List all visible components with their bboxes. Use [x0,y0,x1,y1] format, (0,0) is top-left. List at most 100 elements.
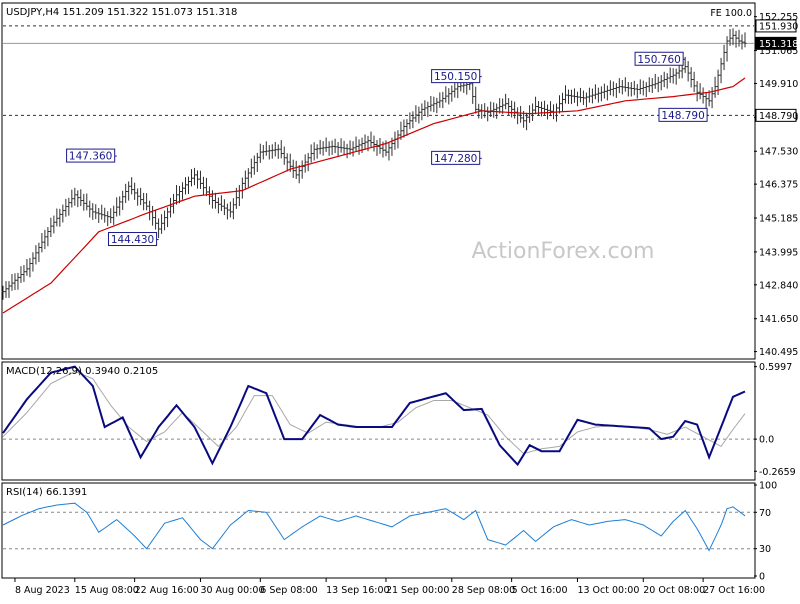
price-bar [82,193,86,211]
price-bar [665,73,669,89]
price-bar [692,71,696,93]
macd-layer [2,365,754,467]
x-axis-label: 28 Sep 08:00 [452,585,515,596]
price-bar [276,144,280,159]
rsi-axis-label: 70 [759,508,771,519]
price-bar [647,77,651,93]
price-bar [587,87,591,103]
price-bar [704,92,708,109]
price-bar [620,79,624,95]
price-bar [447,88,451,105]
x-axis-label: 13 Sep 16:00 [326,585,389,596]
price-bar [103,207,107,223]
price-bar [584,92,588,108]
x-axis-label: 6 Sep 08:00 [260,585,317,596]
x-axis-label: 13 Oct 00:00 [577,585,639,596]
price-bar [163,210,167,231]
price-bar [58,208,62,227]
price-bar [207,186,211,205]
price-bar [330,140,334,155]
price-bar [285,153,289,172]
x-axis-label: 15 Aug 08:00 [75,585,139,596]
chart-header: USDJPY,H4 151.209 151.322 151.073 151.31… [6,7,237,18]
price-bar [435,97,439,114]
price-bar [55,208,59,227]
price-bar [181,182,185,200]
macd-signal-line [2,370,746,455]
price-bar [623,77,627,92]
price-bar [569,89,573,105]
price-annotation-box [634,51,684,66]
price-bar [249,158,253,178]
price-bar [327,141,331,156]
price-bar [432,96,436,113]
price-bar [531,103,535,121]
price-bar [264,141,268,156]
price-bar [558,95,561,114]
price-axis-label: 149.910 [759,79,798,90]
price-bar [668,67,672,83]
price-bar [653,73,657,89]
price-bar [4,281,8,298]
price-bar [429,95,433,112]
price-annotation-label: 150.760 [637,54,680,66]
price-bar [492,102,496,118]
price-bar [43,229,47,250]
price-bar [617,78,621,94]
price-bar [255,152,259,173]
price-bar [222,199,226,216]
price-bar [743,32,747,48]
price-bar [725,36,729,62]
price-bar [64,198,68,217]
watermark: ActionForex.com [472,239,655,264]
price-bar [297,165,301,184]
price-annotation: 150.760 [634,51,686,66]
price-bar [543,100,547,116]
rsi-axis-label: 100 [759,481,777,492]
price-bar [270,144,274,159]
price-bar [13,273,17,291]
price-annotation: 147.360 [66,148,117,163]
price-bar [19,266,23,283]
price-bar [504,93,508,110]
price-bar [303,154,307,173]
price-bar [707,90,711,107]
price-bar [519,105,523,123]
price-bar [109,208,113,224]
price-bar [336,142,340,157]
price-bar [614,83,618,98]
price-bar [510,100,514,118]
price-bar [7,281,11,298]
price-bar [722,44,726,71]
price-bar [411,111,415,129]
price-bar [728,29,732,46]
price-bar [534,96,538,115]
price-bar [629,82,633,97]
x-axis-label: 30 Aug 00:00 [200,585,264,596]
price-axis-label: 151.065 [759,46,798,57]
price-bar [578,87,582,103]
price-level-marker [755,36,797,50]
price-bar [650,78,654,93]
price-bar [513,101,517,119]
price-bar [184,177,188,195]
price-bar [231,198,235,220]
price-annotation-box [658,107,708,122]
price-level-label: 151.318 [759,39,798,50]
price-bar [201,176,205,196]
price-bar [46,226,50,247]
price-bar [31,252,35,272]
price-bar [737,29,741,47]
price-bar [456,81,460,99]
x-axis-label: 27 Oct 16:00 [703,585,765,596]
price-bar [498,98,502,114]
price-bar [61,204,65,223]
price-bar [387,142,391,161]
price-bar [91,203,95,220]
price-bar [590,88,594,104]
macd-axis-label: -0.2659 [759,467,796,478]
price-bar [219,195,223,212]
price-bar [713,76,717,98]
price-annotation-label: 144.430 [111,234,154,246]
price-bar [216,197,220,214]
